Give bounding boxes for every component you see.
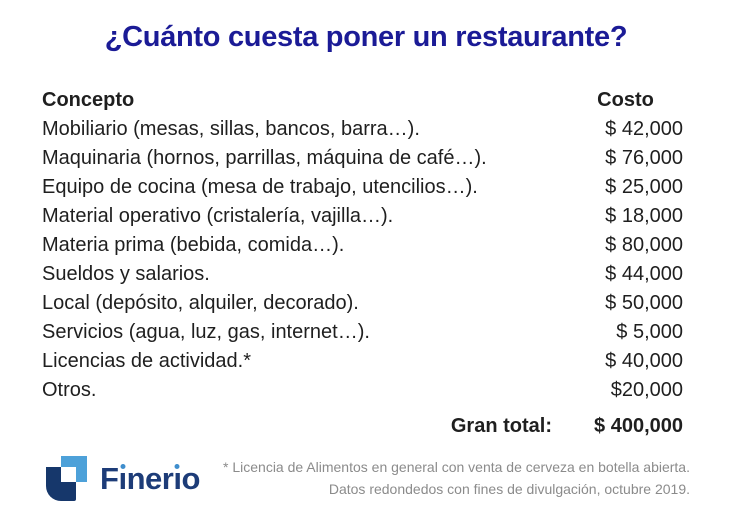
table-row: Mobiliario (mesas, sillas, bancos, barra… <box>42 115 683 144</box>
table-row: Servicios (agua, luz, gas, internet…). $… <box>42 318 683 347</box>
table-row: Equipo de cocina (mesa de trabajo, utenc… <box>42 173 683 202</box>
column-header-concept: Concepto <box>42 88 135 111</box>
row-cost: $ 44,000 <box>605 262 683 285</box>
row-concept: Materia prima (bebida, comida…). <box>42 233 345 256</box>
footnote-line-1: * Licencia de Alimentos en general con v… <box>223 459 690 475</box>
table-row: Maquinaria (hornos, parrillas, máquina d… <box>42 144 683 173</box>
row-concept: Otros. <box>42 378 97 401</box>
column-header-cost: Costo <box>597 88 654 111</box>
row-concept: Licencias de actividad.* <box>42 349 252 372</box>
row-cost: $ 18,000 <box>605 204 683 227</box>
table-row: Local (depósito, alquiler, decorado). $ … <box>42 289 683 318</box>
table-row: Sueldos y salarios. $ 44,000 <box>42 260 683 289</box>
row-cost: $ 80,000 <box>605 233 683 256</box>
finerio-logo: Fı nerı o <box>46 456 200 501</box>
row-cost: $ 25,000 <box>605 175 683 198</box>
grand-total-row: Gran total: $ 400,000 <box>42 412 683 441</box>
footnote-line-2: Datos redondedos con fines de divulgació… <box>328 481 690 497</box>
row-concept: Mobiliario (mesas, sillas, bancos, barra… <box>42 117 420 140</box>
row-cost: $ 76,000 <box>605 146 683 169</box>
table-row: Licencias de actividad.* $ 40,000 <box>42 347 683 376</box>
row-cost: $ 40,000 <box>605 349 683 372</box>
row-concept: Servicios (agua, luz, gas, internet…). <box>42 320 370 343</box>
table-row: Otros. $20,000 <box>42 376 683 405</box>
row-concept: Equipo de cocina (mesa de trabajo, utenc… <box>42 175 478 198</box>
row-concept: Material operativo (cristalería, vajilla… <box>42 204 394 227</box>
row-concept: Maquinaria (hornos, parrillas, máquina d… <box>42 146 487 169</box>
cost-table: Concepto Costo Mobiliario (mesas, sillas… <box>42 86 683 441</box>
footer: Fı nerı o * Licencia de Alimentos en gener… <box>0 450 732 514</box>
logo-square-overlap <box>61 467 76 482</box>
table-header-row: Concepto Costo <box>42 86 683 115</box>
grand-total-label: Gran total: <box>450 414 552 437</box>
row-cost: $ 50,000 <box>605 291 683 314</box>
row-cost: $ 5,000 <box>616 320 683 343</box>
footnote: * Licencia de Alimentos en general con v… <box>223 456 690 500</box>
table-row: Materia prima (bebida, comida…). $ 80,00… <box>42 231 683 260</box>
row-cost: $20,000 <box>610 378 683 401</box>
row-cost: $ 42,000 <box>605 117 683 140</box>
finerio-wordmark: Fı nerı o <box>100 461 200 496</box>
page-title: ¿Cuánto cuesta poner un restaurante? <box>104 21 628 53</box>
grand-total-value: $ 400,000 <box>594 414 683 437</box>
row-concept: Local (depósito, alquiler, decorado). <box>42 291 359 314</box>
finerio-logo-icon <box>46 456 88 501</box>
table-row: Material operativo (cristalería, vajilla… <box>42 202 683 231</box>
row-concept: Sueldos y salarios. <box>42 262 210 285</box>
